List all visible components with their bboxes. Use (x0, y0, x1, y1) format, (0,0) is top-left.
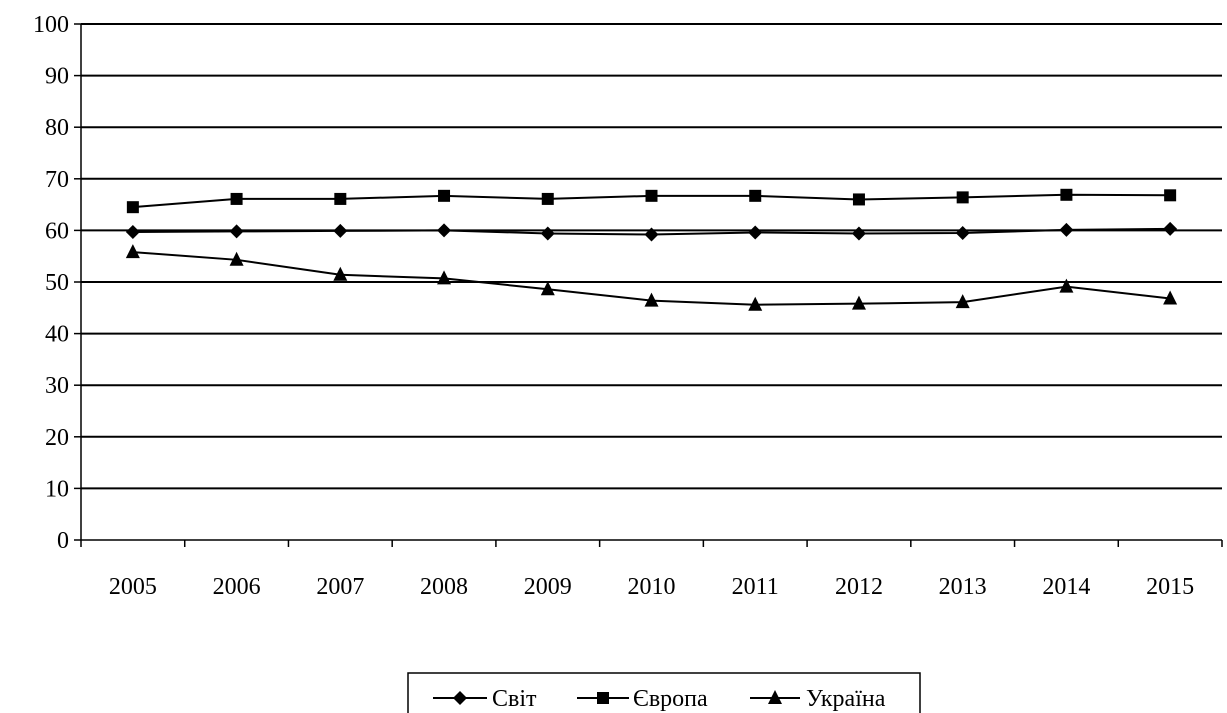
data-point-diamond (229, 224, 244, 239)
data-point-diamond (1059, 222, 1074, 237)
legend-marker-triangle (768, 690, 782, 704)
legend-box (407, 672, 921, 713)
legend-entry: Світ (433, 686, 537, 712)
y-tick-label: 100 (33, 12, 69, 38)
x-tick-label: 2006 (213, 574, 261, 600)
legend-label: Європа (633, 686, 708, 712)
data-point-diamond (748, 225, 763, 240)
series-layer (125, 188, 1178, 311)
data-point-triangle (644, 292, 659, 307)
series-2 (125, 244, 1178, 311)
y-tick-label: 50 (45, 270, 69, 296)
data-point-square (126, 201, 139, 214)
data-point-square (541, 192, 554, 205)
data-point-triangle (955, 294, 970, 309)
y-tick-label: 10 (45, 476, 69, 502)
y-tick-label: 20 (45, 425, 69, 451)
y-tick-label: 0 (57, 528, 69, 554)
data-point-square (749, 189, 762, 202)
data-point-diamond (540, 226, 555, 241)
x-tick-label: 2015 (1146, 574, 1194, 600)
data-point-triangle (125, 244, 140, 259)
x-tick-label: 2011 (732, 574, 779, 600)
legend-label: Світ (492, 686, 537, 712)
data-point-square (645, 189, 658, 202)
x-axis-ticks: 2005 2006 2007 2008 2009 2010 2011 2012 2013 2014… (80, 540, 1223, 600)
data-point-diamond (955, 225, 970, 240)
data-point-square (230, 192, 243, 205)
x-tick-label: 2014 (1042, 574, 1090, 600)
x-tick-label: 2007 (316, 574, 364, 600)
data-point-triangle (229, 251, 244, 266)
data-point-square (438, 189, 451, 202)
y-tick-label: 30 (45, 373, 69, 399)
x-tick-label: 2008 (420, 574, 468, 600)
x-tick-label: 2013 (939, 574, 987, 600)
data-point-square (852, 193, 865, 206)
data-point-triangle (540, 281, 555, 296)
x-tick-label: 2010 (628, 574, 676, 600)
data-point-square (956, 191, 969, 204)
data-point-triangle (1163, 290, 1178, 305)
x-tick-label: 2005 (109, 574, 157, 600)
y-tick-label: 60 (45, 218, 69, 244)
series-1 (126, 188, 1177, 214)
data-point-triangle (851, 295, 866, 310)
data-point-square (1060, 188, 1073, 201)
legend-entry: Європа (577, 686, 708, 712)
data-point-square (1164, 189, 1177, 202)
data-point-triangle (748, 296, 763, 311)
x-tick-label: 2012 (835, 574, 883, 600)
data-point-triangle (333, 266, 348, 281)
data-point-triangle (1059, 278, 1074, 293)
data-point-diamond (333, 223, 348, 238)
data-point-diamond (125, 224, 140, 239)
legend-label: Україна (806, 686, 886, 712)
gridlines (81, 23, 1222, 490)
data-point-diamond (437, 223, 452, 238)
legend-entry: Україна (750, 686, 886, 712)
data-point-diamond (851, 226, 866, 241)
data-point-diamond (1163, 221, 1178, 236)
y-axis-ticks: 0 10 20 30 40 50 60 70 80 90 100 (33, 12, 81, 554)
legend-marker-diamond (453, 691, 467, 705)
y-tick-label: 80 (45, 115, 69, 141)
data-point-triangle (437, 270, 452, 285)
x-tick-label: 2009 (524, 574, 572, 600)
y-tick-label: 70 (45, 167, 69, 193)
data-point-square (334, 192, 347, 205)
legend: Світ Європа Україна (407, 672, 921, 713)
series-0 (125, 221, 1178, 242)
legend-marker-square (597, 692, 609, 704)
y-tick-label: 40 (45, 322, 69, 348)
y-tick-label: 90 (45, 64, 69, 90)
data-point-diamond (644, 227, 659, 242)
